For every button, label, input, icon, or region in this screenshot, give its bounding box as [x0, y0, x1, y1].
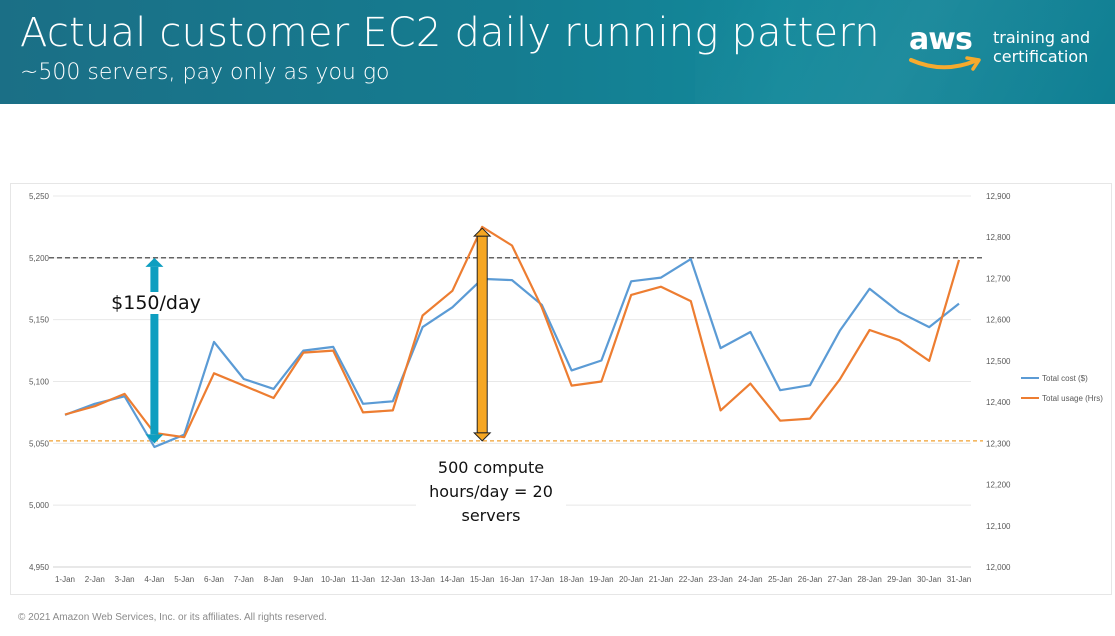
logo-wordmark: aws — [909, 22, 973, 57]
x-tick-label: 31-Jan — [947, 575, 971, 584]
line-chart: 5,250 5,200 5,150 5,100 5,050 5,000 4,950 12,90… — [29, 192, 1103, 584]
series-line-total-usage — [64, 225, 961, 439]
cost-annotation: $150/day — [106, 292, 206, 314]
cost-range-arrow-head-up — [145, 257, 164, 267]
copyright-footer: © 2021 Amazon Web Services, Inc. or its … — [18, 612, 327, 623]
x-tick-label: 29-Jan — [887, 575, 911, 584]
y-right-tick-label: 12,200 — [986, 481, 1011, 490]
y-left-tick-label: 5,000 — [29, 501, 50, 510]
x-tick-label: 2-Jan — [85, 575, 105, 584]
x-tick-label: 8-Jan — [264, 575, 284, 584]
x-tick-label: 14-Jan — [440, 575, 464, 584]
x-tick-label: 17-Jan — [530, 575, 554, 584]
chart-panel: 5,250 5,200 5,150 5,100 5,050 5,000 4,950 12,90… — [10, 183, 1112, 595]
hours-range-arrow-head-up — [472, 227, 492, 237]
aws-training-logo: aws training and certification — [905, 22, 1110, 78]
logo-caption: training and certification — [993, 28, 1090, 66]
x-tick-label: 13-Jan — [410, 575, 434, 584]
x-tick-label: 3-Jan — [115, 575, 135, 584]
x-tick-label: 21-Jan — [649, 575, 673, 584]
legend-label: Total usage (Hrs) — [1042, 394, 1103, 403]
smile-arrow-icon — [909, 56, 981, 71]
slide-title: Actual customer EC2 daily running patter… — [20, 10, 880, 56]
x-tick-label: 25-Jan — [768, 575, 792, 584]
y-right-tick-label: 12,500 — [986, 357, 1011, 366]
hours-annotation-line2: hours/day = 20 — [429, 482, 553, 501]
x-tick-label: 27-Jan — [828, 575, 852, 584]
y-right-tick-label: 12,400 — [986, 398, 1011, 407]
y-left-tick-label: 5,150 — [29, 316, 50, 325]
y-right-tick-label: 12,000 — [986, 563, 1011, 572]
x-tick-label: 4-Jan — [144, 575, 164, 584]
y-right-tick-label: 12,700 — [986, 274, 1011, 283]
slide-subtitle: ~500 servers, pay only as you go — [20, 60, 390, 85]
x-tick-label: 12-Jan — [381, 575, 405, 584]
y-left-tick-label: 5,050 — [29, 439, 50, 448]
y-left-tick-label: 4,950 — [29, 563, 50, 572]
legend-label: Total cost ($) — [1042, 374, 1088, 383]
y-right-tick-label: 12,800 — [986, 233, 1011, 242]
x-tick-label: 20-Jan — [619, 575, 643, 584]
y-right-tick-label: 12,300 — [986, 439, 1011, 448]
y-left-tick-label: 5,100 — [29, 378, 50, 387]
slide-header: Actual customer EC2 daily running patter… — [0, 0, 1115, 104]
x-tick-label: 26-Jan — [798, 575, 822, 584]
x-tick-label: 23-Jan — [708, 575, 732, 584]
series-line-total-cost — [64, 257, 960, 449]
x-tick-label: 5-Jan — [174, 575, 194, 584]
cost-range-arrow-head-down — [145, 434, 164, 444]
x-tick-label: 18-Jan — [559, 575, 583, 584]
x-tick-label: 22-Jan — [679, 575, 703, 584]
x-tick-label: 30-Jan — [917, 575, 941, 584]
hours-annotation-line1: 500 compute — [437, 458, 545, 477]
x-tick-label: 9-Jan — [293, 575, 313, 584]
x-tick-label: 15-Jan — [470, 575, 494, 584]
x-tick-label: 24-Jan — [738, 575, 762, 584]
y-left-tick-label: 5,250 — [29, 192, 50, 201]
hours-range-arrow-head-down — [472, 432, 492, 442]
x-tick-label: 6-Jan — [204, 575, 224, 584]
logo-caption-line2: certification — [993, 47, 1089, 66]
logo-caption-line1: training and — [993, 28, 1091, 47]
y-right-tick-label: 12,600 — [986, 316, 1011, 325]
x-tick-label: 11-Jan — [351, 575, 375, 584]
x-tick-label: 10-Jan — [321, 575, 345, 584]
x-tick-label: 1-Jan — [55, 575, 75, 584]
x-tick-label: 19-Jan — [589, 575, 613, 584]
x-tick-label: 28-Jan — [857, 575, 881, 584]
y-right-tick-label: 12,900 — [986, 192, 1011, 201]
x-tick-label: 7-Jan — [234, 575, 254, 584]
y-left-tick-label: 5,200 — [29, 254, 50, 263]
hours-annotation-line3: servers — [461, 506, 521, 525]
hours-range-arrow-shaft — [476, 235, 488, 434]
y-right-tick-label: 12,100 — [986, 522, 1011, 531]
cost-range-arrow-shaft — [150, 266, 159, 435]
hours-annotation: 500 compute hours/day = 20 servers — [416, 456, 566, 528]
x-tick-label: 16-Jan — [500, 575, 524, 584]
